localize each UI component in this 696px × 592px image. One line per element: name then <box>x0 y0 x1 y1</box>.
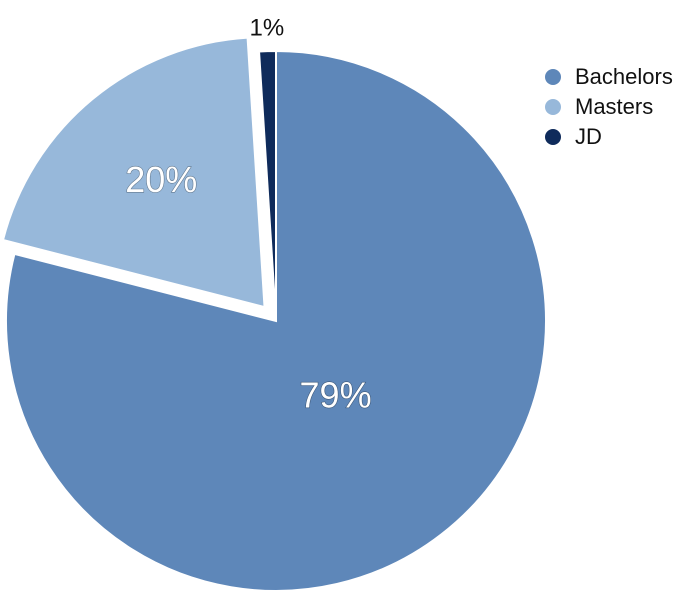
legend-item-bachelors: Bachelors <box>545 64 673 89</box>
legend-label-jd: JD <box>575 124 602 149</box>
slice-label-masters: 20% <box>125 159 197 200</box>
legend-label-bachelors: Bachelors <box>575 64 673 89</box>
slice-label-jd: 1% <box>249 14 284 41</box>
pie-labels: 79% 20% 1% <box>125 14 373 415</box>
legend-item-masters: Masters <box>545 94 653 119</box>
slice-masters <box>1 36 266 309</box>
legend-item-jd: JD <box>545 124 602 149</box>
slice-jd <box>257 49 277 322</box>
legend-swatch-masters <box>545 99 561 115</box>
legend-label-masters: Masters <box>575 94 653 119</box>
legend-swatch-bachelors <box>545 69 561 85</box>
legend-swatch-jd <box>545 129 561 145</box>
pie-slices <box>1 36 547 592</box>
slice-label-bachelors: 79% <box>300 374 372 415</box>
legend: Bachelors Masters JD <box>545 64 673 149</box>
